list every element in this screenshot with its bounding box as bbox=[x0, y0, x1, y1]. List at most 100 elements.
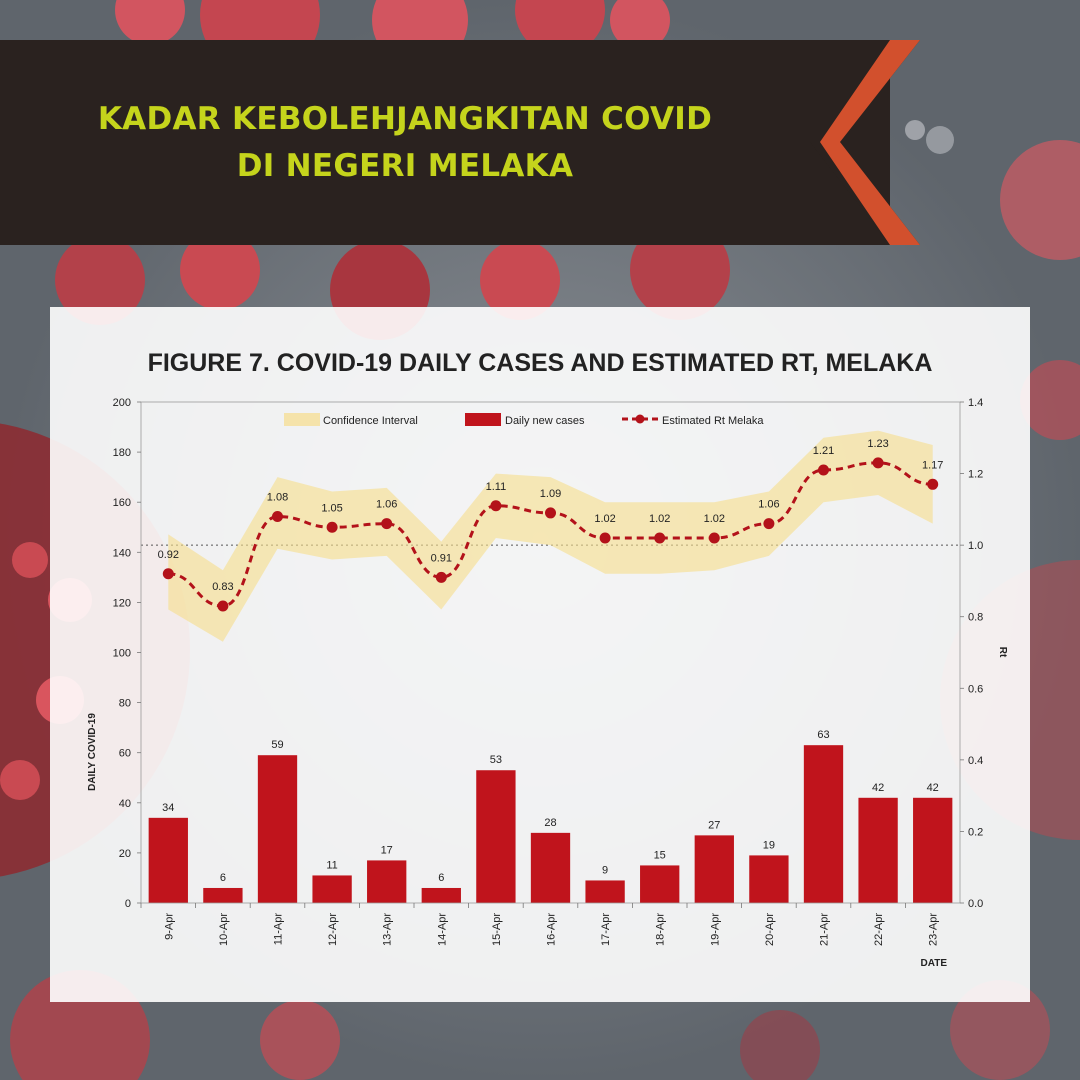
bar bbox=[694, 835, 734, 903]
x-tick-label: 16-Apr bbox=[546, 913, 558, 946]
y-tick-label: 100 bbox=[113, 648, 131, 660]
rt-value-label: 1.08 bbox=[267, 492, 288, 504]
bar bbox=[749, 855, 789, 903]
bar-value-label: 15 bbox=[654, 849, 666, 861]
confidence-band bbox=[168, 430, 933, 642]
bar-value-label: 9 bbox=[602, 864, 608, 876]
bar bbox=[640, 865, 680, 903]
y2-tick-label: 0.4 bbox=[968, 755, 983, 767]
rt-point bbox=[381, 518, 393, 530]
rt-value-label: 0.83 bbox=[212, 581, 233, 593]
bar bbox=[585, 880, 625, 903]
rt-value-label: 1.06 bbox=[376, 499, 397, 511]
x-tick-label: 21-Apr bbox=[819, 913, 831, 946]
rt-point bbox=[545, 507, 556, 519]
rt-point bbox=[490, 500, 502, 512]
legend-label-confidence: Confidence Interval bbox=[323, 415, 418, 427]
bar-value-label: 63 bbox=[817, 729, 829, 741]
bar bbox=[203, 887, 243, 903]
y-tick-label: 200 bbox=[113, 397, 131, 409]
legend-label-rt: Estimated Rt Melaka bbox=[662, 415, 764, 427]
rt-value-label: 1.02 bbox=[649, 513, 670, 525]
x-tick-label: 18-Apr bbox=[655, 913, 667, 946]
chevron-arrow-icon bbox=[810, 40, 920, 245]
bar-value-label: 11 bbox=[326, 859, 337, 871]
chart-title: FIGURE 7. COVID-19 DAILY CASES AND ESTIM… bbox=[148, 349, 933, 377]
bar bbox=[421, 887, 461, 903]
bar-value-label: 6 bbox=[438, 872, 444, 884]
rt-point bbox=[217, 600, 229, 612]
legend-swatch-rt-marker bbox=[635, 414, 645, 424]
rt-value-label: 1.02 bbox=[594, 513, 615, 525]
y-tick-label: 60 bbox=[119, 748, 131, 760]
covid-chart: FIGURE 7. COVID-19 DAILY CASES AND ESTIM… bbox=[87, 349, 1008, 969]
y2-tick-label: 0.8 bbox=[968, 612, 983, 624]
x-tick-label: 20-Apr bbox=[764, 913, 776, 946]
rt-value-label: 1.11 bbox=[486, 481, 507, 493]
bar-value-label: 28 bbox=[544, 817, 556, 829]
x-axis-title: DATE bbox=[921, 958, 948, 969]
x-tick-label: 23-Apr bbox=[928, 913, 940, 946]
y-tick-label: 40 bbox=[119, 798, 131, 810]
rt-value-label: 1.23 bbox=[867, 438, 888, 450]
rt-value-label: 1.17 bbox=[922, 459, 943, 471]
bar bbox=[148, 817, 188, 903]
bar bbox=[312, 875, 352, 903]
rt-point bbox=[654, 532, 666, 544]
x-tick-label: 22-Apr bbox=[873, 913, 885, 946]
bar bbox=[367, 860, 407, 903]
x-tick-label: 10-Apr bbox=[218, 913, 230, 946]
bar-value-label: 42 bbox=[927, 782, 939, 794]
bar-value-label: 59 bbox=[271, 739, 283, 751]
y2-tick-label: 0.6 bbox=[968, 683, 983, 695]
x-tick-label: 14-Apr bbox=[436, 913, 448, 946]
y2-tick-label: 1.0 bbox=[968, 540, 983, 552]
rt-value-label: 1.05 bbox=[321, 502, 342, 514]
y-tick-label: 180 bbox=[113, 447, 131, 459]
rt-value-label: 0.91 bbox=[431, 552, 452, 564]
y2-tick-label: 1.2 bbox=[968, 469, 983, 481]
rt-point bbox=[162, 568, 174, 580]
legend-swatch-confidence bbox=[284, 413, 320, 426]
x-tick-label: 11-Apr bbox=[273, 913, 285, 946]
bar-value-label: 42 bbox=[872, 782, 884, 794]
rt-point bbox=[272, 511, 283, 523]
y-axis-title: DAILY COVID-19 bbox=[87, 713, 98, 791]
y2-axis-title: Rt bbox=[997, 647, 1008, 658]
bar-value-label: 27 bbox=[708, 819, 720, 831]
bar bbox=[530, 832, 571, 903]
rt-line bbox=[168, 461, 933, 608]
x-tick-label: 15-Apr bbox=[491, 913, 503, 946]
rt-value-label: 1.02 bbox=[704, 513, 725, 525]
x-tick-label: 12-Apr bbox=[327, 913, 339, 946]
y2-tick-label: 0.0 bbox=[968, 898, 983, 910]
rt-value-label: 1.21 bbox=[813, 445, 834, 457]
rt-value-label: 0.92 bbox=[158, 549, 179, 561]
rt-point bbox=[818, 464, 829, 476]
y-tick-label: 20 bbox=[119, 848, 131, 860]
bar-value-label: 17 bbox=[381, 844, 393, 856]
legend-swatch-cases bbox=[465, 413, 501, 426]
rt-point bbox=[599, 532, 611, 544]
bar-value-label: 6 bbox=[220, 872, 226, 884]
bar bbox=[858, 797, 898, 903]
y2-tick-label: 0.2 bbox=[968, 826, 983, 838]
y-tick-label: 80 bbox=[119, 698, 131, 710]
y-tick-label: 140 bbox=[113, 547, 131, 559]
x-tick-label: 13-Apr bbox=[382, 913, 394, 946]
banner-title-line-1: KADAR KEBOLEHJANGKITAN COVID bbox=[97, 101, 713, 137]
rt-point bbox=[435, 571, 447, 583]
banner-title-line-2: DI NEGERI MELAKA bbox=[236, 148, 574, 184]
bar-value-label: 19 bbox=[763, 839, 775, 851]
bar bbox=[257, 755, 298, 903]
bar bbox=[803, 745, 844, 903]
y-tick-label: 0 bbox=[125, 898, 131, 910]
rt-value-label: 1.09 bbox=[540, 488, 561, 500]
legend-label-cases: Daily new cases bbox=[505, 415, 585, 427]
x-tick-label: 17-Apr bbox=[600, 913, 612, 946]
bar-value-label: 53 bbox=[490, 754, 502, 766]
y2-tick-label: 1.4 bbox=[968, 397, 983, 409]
rt-point bbox=[763, 518, 775, 530]
bar bbox=[476, 770, 516, 903]
rt-value-label: 1.06 bbox=[758, 499, 779, 511]
